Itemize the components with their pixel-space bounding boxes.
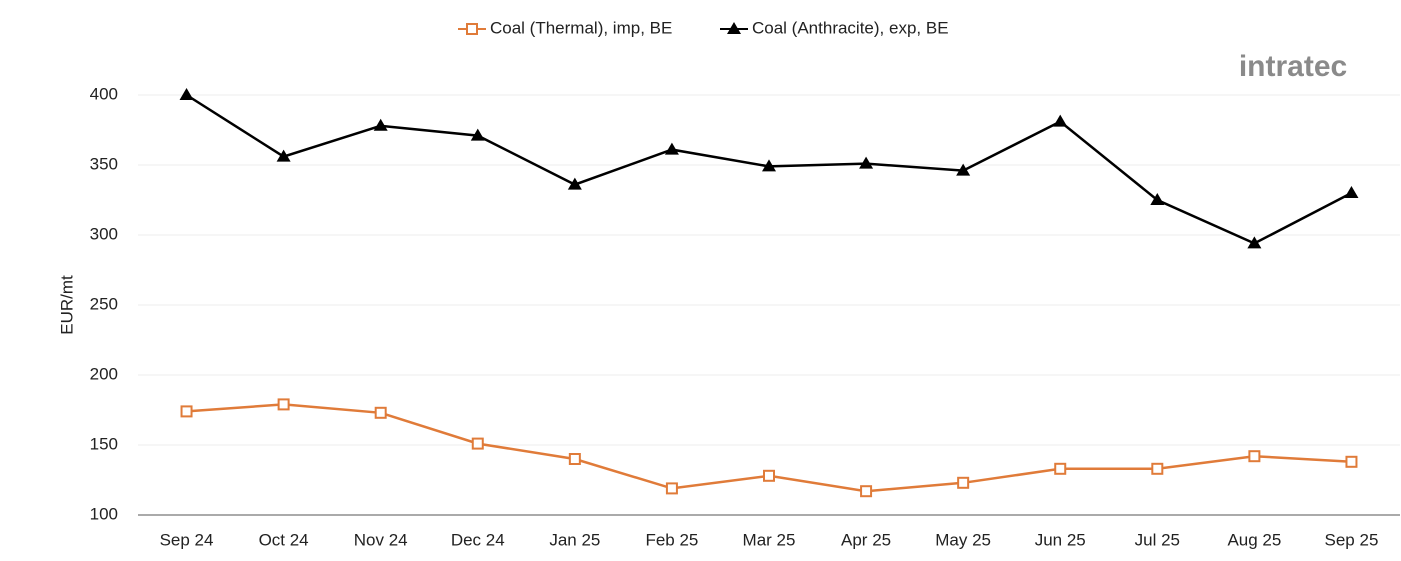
y-tick-label: 150 bbox=[90, 434, 118, 453]
x-tick-label: Mar 25 bbox=[743, 530, 796, 549]
marker bbox=[957, 476, 970, 489]
marker bbox=[1345, 455, 1358, 468]
x-tick-label: Apr 25 bbox=[841, 530, 891, 549]
x-tick-label: Oct 24 bbox=[259, 530, 309, 549]
y-tick-label: 250 bbox=[90, 294, 118, 313]
marker bbox=[1344, 186, 1359, 198]
marker bbox=[373, 118, 388, 131]
marker bbox=[374, 406, 387, 419]
marker bbox=[664, 142, 679, 155]
x-tick-label: May 25 bbox=[935, 530, 991, 549]
marker bbox=[567, 177, 582, 190]
marker bbox=[859, 156, 874, 169]
y-tick-label: 100 bbox=[90, 504, 118, 523]
marker bbox=[179, 88, 194, 100]
y-tick-label: 400 bbox=[90, 84, 118, 103]
x-tick-label: Nov 24 bbox=[354, 530, 408, 549]
marker bbox=[762, 159, 776, 172]
marker bbox=[956, 163, 971, 176]
marker bbox=[1054, 462, 1067, 475]
x-tick-label: Aug 25 bbox=[1227, 530, 1281, 549]
legend-label: Coal (Anthracite), exp, BE bbox=[752, 18, 949, 37]
marker bbox=[1053, 114, 1068, 127]
x-tick-label: Feb 25 bbox=[645, 530, 698, 549]
marker bbox=[277, 398, 290, 411]
x-tick-label: Jun 25 bbox=[1035, 530, 1086, 549]
marker bbox=[1248, 450, 1261, 463]
x-tick-label: Sep 24 bbox=[160, 530, 214, 549]
y-tick-label: 350 bbox=[90, 154, 118, 173]
x-tick-label: Jul 25 bbox=[1135, 530, 1180, 549]
x-tick-label: Jan 25 bbox=[549, 530, 600, 549]
watermark: intratec bbox=[1239, 50, 1347, 83]
marker bbox=[471, 437, 484, 450]
y-axis-label: EUR/mt bbox=[57, 275, 76, 335]
marker bbox=[763, 469, 775, 482]
marker bbox=[470, 128, 485, 141]
legend-label: Coal (Thermal), imp, BE bbox=[490, 18, 672, 37]
legend-marker bbox=[727, 22, 741, 34]
marker bbox=[276, 149, 291, 162]
marker bbox=[1150, 193, 1165, 205]
marker bbox=[568, 453, 581, 465]
legend-marker bbox=[466, 23, 478, 35]
x-tick-label: Sep 25 bbox=[1325, 530, 1379, 549]
y-tick-label: 200 bbox=[90, 364, 118, 383]
x-tick-label: Dec 24 bbox=[451, 530, 505, 549]
marker bbox=[1247, 236, 1262, 249]
y-tick-label: 300 bbox=[90, 224, 118, 243]
marker bbox=[665, 482, 678, 495]
marker bbox=[1151, 462, 1164, 475]
marker bbox=[180, 405, 193, 418]
marker bbox=[860, 485, 873, 498]
